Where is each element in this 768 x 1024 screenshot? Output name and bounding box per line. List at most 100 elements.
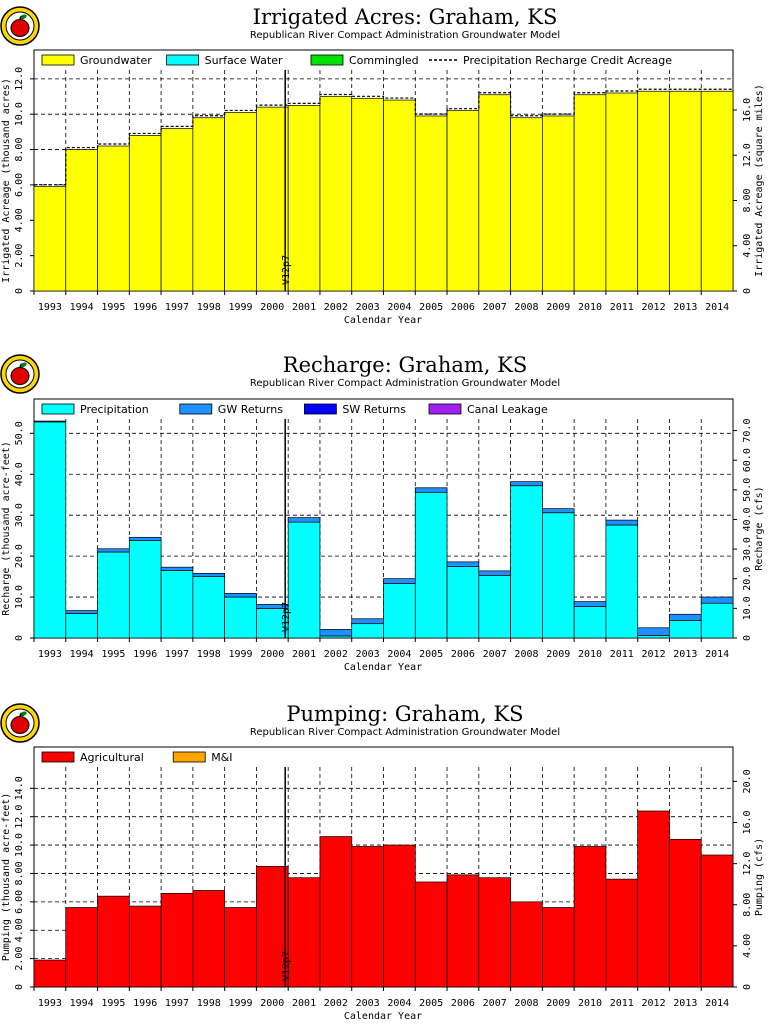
tick-label-x: 2013 (673, 302, 697, 313)
legend-swatch (310, 54, 344, 66)
tick-label-x: 2014 (705, 998, 729, 1009)
tick-label-y: 8.00 (14, 861, 25, 885)
bar-gw-returns-2005 (414, 487, 448, 493)
legend-label: Agricultural (80, 751, 144, 764)
tick-label-x: 2003 (356, 998, 380, 1009)
bar-precipitation-1998 (192, 576, 225, 639)
tick-label-x: 2011 (610, 998, 634, 1009)
tick-label-x: 1999 (228, 649, 252, 660)
y2-axis-label: Irrigated Acreage (square miles) (754, 84, 765, 277)
tick-label-x: 2004 (387, 302, 411, 313)
bar-precipitation-2009 (542, 512, 575, 639)
bar-gw-returns-2007 (478, 570, 511, 576)
tick-label-x: 2014 (705, 649, 729, 660)
logo-leaf (19, 14, 27, 20)
legend-label: Groundwater (80, 54, 152, 67)
bar-groundwater-2011 (605, 92, 639, 292)
tick-label-x: 2005 (419, 649, 443, 660)
tick-label-x: 1998 (197, 998, 221, 1009)
bar-gw-returns-1996 (128, 536, 162, 541)
legend-label: SW Returns (342, 403, 406, 416)
logo-leaf (19, 362, 27, 368)
tick-label-x: 1994 (70, 649, 94, 660)
tick-label-x: 1996 (133, 302, 157, 313)
logo-apple (10, 716, 30, 734)
tick-label-y: 0 (14, 984, 25, 990)
tick-label-x: 1999 (228, 302, 252, 313)
tick-label-x: 1994 (70, 998, 94, 1009)
bar-groundwater-2009 (542, 115, 575, 292)
bar-precipitation-1997 (160, 570, 194, 639)
legend-swatch (303, 403, 337, 415)
bar-agricultural-2010 (573, 846, 607, 988)
tick-label-x: 2012 (642, 302, 666, 313)
bar-agricultural-1999 (224, 907, 257, 988)
vline-label: V12p7 (281, 951, 292, 981)
tick-label-y2: 12.0 (742, 143, 753, 167)
bar-agricultural-1998 (192, 890, 225, 988)
tick-label-y2: 20.0 (742, 769, 753, 793)
bar-gw-returns-2009 (542, 508, 575, 514)
tick-label-y: 50.0 (14, 421, 25, 445)
tick-label-x: 2007 (483, 649, 507, 660)
tick-label-y: 4.00 (14, 918, 25, 942)
bar-precipitation-2005 (414, 491, 448, 639)
legend-swatch (41, 403, 75, 415)
bar-groundwater-2004 (383, 99, 416, 292)
bar-gw-returns-2014 (700, 596, 734, 604)
tick-label-x: 2006 (451, 302, 475, 313)
tick-label-y2: 4.00 (742, 934, 753, 958)
bar-gw-returns-1995 (97, 548, 130, 553)
bar-precipitation-2010 (573, 606, 607, 639)
bar-groundwater-2006 (446, 110, 480, 292)
tick-label-y2: 0 (742, 984, 753, 990)
tick-label-x: 2001 (292, 649, 316, 660)
tick-label-x: 2014 (705, 302, 729, 313)
tick-label-y: 12.0 (14, 67, 25, 91)
tick-label-y: 10.0 (14, 102, 25, 126)
bar-groundwater-2010 (573, 94, 607, 292)
tick-label-x: 1994 (70, 302, 94, 313)
tick-label-x: 2001 (292, 998, 316, 1009)
bar-agricultural-2003 (351, 846, 384, 988)
bar-groundwater-2001 (287, 105, 321, 292)
legend-swatch (172, 751, 206, 763)
bar-precipitation-2004 (383, 583, 416, 639)
tick-label-x: 2000 (260, 649, 284, 660)
x-axis-label: Calendar Year (344, 315, 422, 326)
tick-label-x: 2011 (610, 649, 634, 660)
tick-label-x: 2004 (387, 649, 411, 660)
bar-gw-returns-2002 (319, 629, 353, 637)
tick-label-y: 4.00 (14, 208, 25, 232)
bar-precipitation-1995 (97, 551, 130, 639)
y2-axis-label: Recharge (cfs) (754, 486, 765, 570)
tick-label-x: 1995 (101, 649, 125, 660)
tick-label-x: 1993 (38, 649, 62, 660)
bar-gw-returns-2001 (287, 517, 321, 523)
legend-swatch (179, 403, 213, 415)
legend-label: Precipitation (80, 403, 149, 416)
tick-label-x: 1997 (165, 649, 189, 660)
bar-gw-returns-1998 (192, 572, 225, 577)
bar-groundwater-2000 (256, 106, 289, 292)
legend-swatch (166, 54, 200, 66)
bar-precipitation-2006 (446, 566, 480, 639)
tick-label-y2: 70.0 (742, 419, 753, 443)
chart-subtitle: Republican River Compact Administration … (250, 378, 560, 389)
tick-label-y: 30.0 (14, 503, 25, 527)
bar-gw-returns-2004 (383, 578, 416, 584)
tick-label-x: 2004 (387, 998, 411, 1009)
bar-precipitation-2007 (478, 575, 511, 639)
tick-label-y2: 0 (742, 635, 753, 641)
bar-gw-returns-1993 (33, 420, 67, 423)
bar-precipitation-2008 (510, 485, 543, 639)
bar-precipitation-2013 (669, 620, 702, 639)
logo-apple (10, 19, 30, 37)
bar-agricultural-1994 (65, 907, 98, 988)
tick-label-x: 2001 (292, 302, 316, 313)
tick-label-y: 8.00 (14, 138, 25, 162)
tick-label-y: 20.0 (14, 544, 25, 568)
tick-label-y2: 50.0 (742, 478, 753, 502)
